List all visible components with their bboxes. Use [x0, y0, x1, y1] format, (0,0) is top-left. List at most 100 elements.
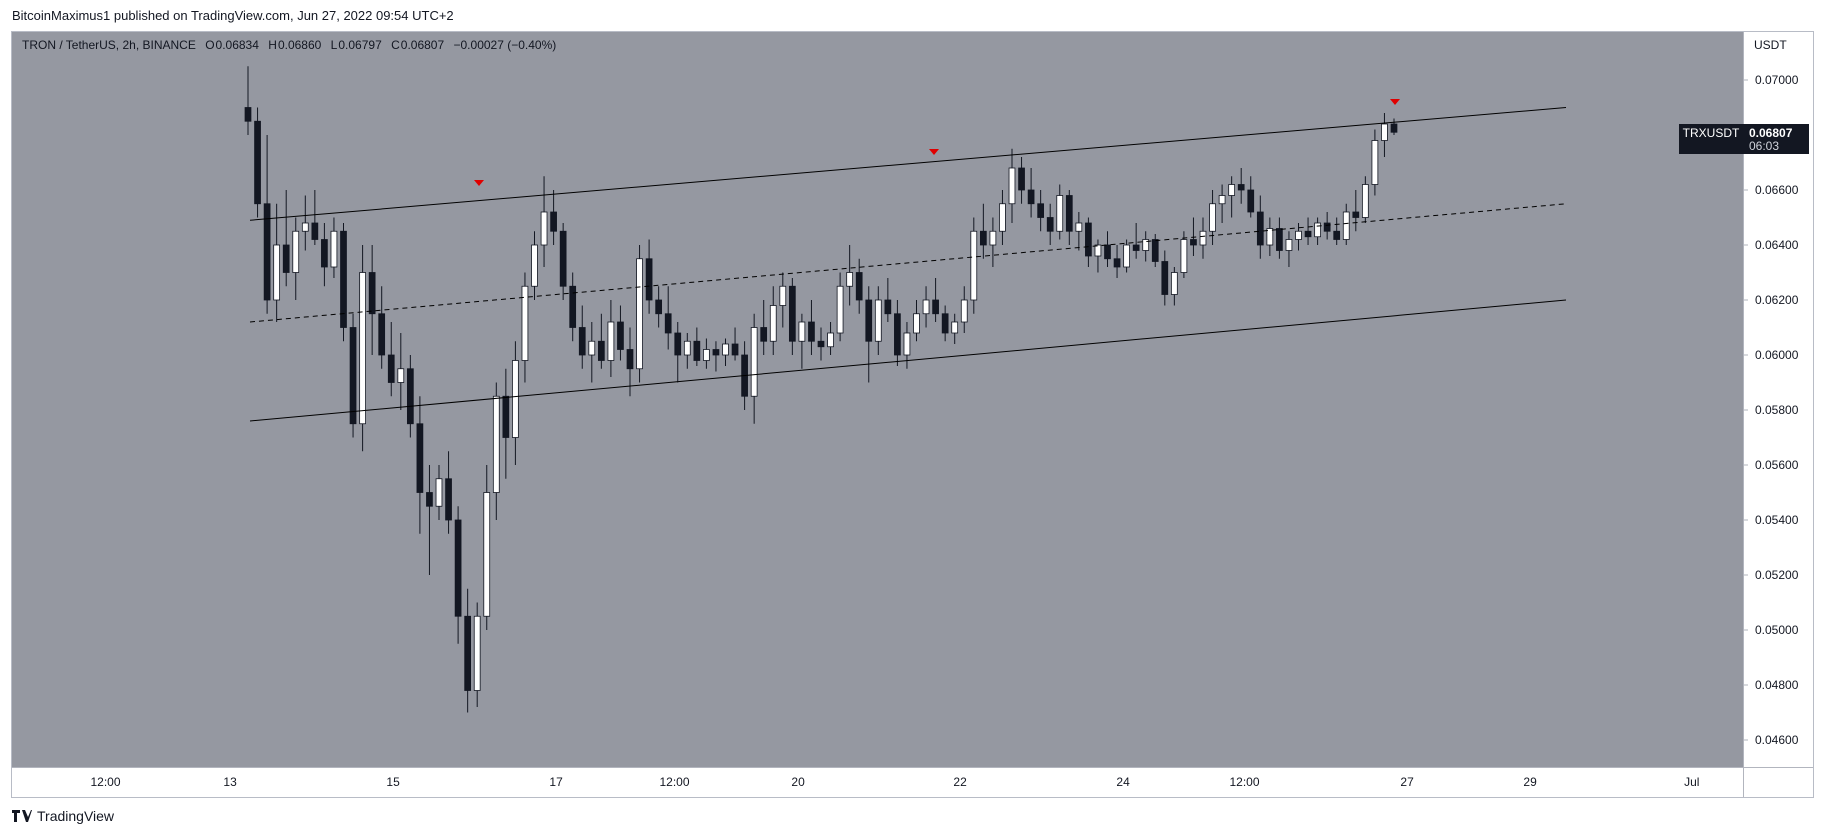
candle-up [1295, 230, 1302, 240]
time-tick-label: 12:00 [90, 775, 121, 789]
time-tick-label: 17 [549, 775, 563, 789]
candle-up [273, 244, 281, 301]
chart-pane[interactable] [12, 32, 1743, 767]
candle-up [1285, 239, 1293, 251]
candle-up [521, 285, 529, 361]
candle-up [492, 395, 500, 493]
candle-down [731, 343, 739, 356]
price-unit-label: USDT [1754, 38, 1787, 52]
candle-down [254, 120, 261, 205]
candle-down [321, 239, 328, 268]
time-tick-label: 24 [1116, 775, 1130, 789]
candle-down [1352, 211, 1360, 218]
price-tick-label: 0.05400 [1755, 513, 1799, 527]
price-tag-countdown: 06:03 [1749, 139, 1780, 153]
time-tick-label: 12:00 [1229, 775, 1260, 789]
candle-up [1123, 244, 1130, 268]
candle-up [827, 332, 834, 348]
candle-down [865, 299, 873, 342]
tradingview-footer[interactable]: TradingView [12, 808, 114, 828]
candle-down [368, 272, 376, 315]
candle-down [1390, 123, 1398, 133]
candle-down [1027, 189, 1035, 205]
low-value: 0.06797 [338, 38, 382, 52]
candle-up [531, 244, 538, 287]
candle-down [406, 368, 414, 425]
candle-down [569, 285, 577, 328]
price-tick-label: 0.06600 [1755, 183, 1799, 197]
time-tick-label: 13 [223, 775, 237, 789]
candle-up [512, 360, 519, 438]
candle-up [636, 258, 643, 370]
candle-down [1151, 239, 1159, 262]
candle-down [1113, 258, 1121, 268]
candle-up [1142, 239, 1150, 251]
time-tick-label: 22 [953, 775, 967, 789]
candle-down [884, 299, 892, 315]
candle-up [769, 305, 777, 342]
candle-down [1304, 230, 1312, 238]
candle-down [445, 478, 452, 521]
price-tick-label: 0.05800 [1755, 403, 1799, 417]
candle-up [1342, 211, 1350, 240]
candle-down [626, 349, 634, 370]
candle-down [244, 107, 252, 122]
candle-down [387, 354, 395, 383]
channel-lower-line [249, 299, 1567, 422]
open-value: 0.06834 [215, 38, 259, 52]
candle-up [846, 272, 854, 287]
candle-down [1037, 203, 1045, 218]
candle-up [1094, 244, 1102, 257]
candle-up [989, 230, 997, 246]
candle-down [664, 313, 672, 334]
candle-up [903, 332, 911, 356]
candle-down [808, 321, 815, 342]
price-axis[interactable] [1743, 32, 1813, 767]
candle-up [397, 368, 405, 383]
price-tick-label: 0.07000 [1755, 73, 1799, 87]
candle-down [655, 299, 663, 315]
candle-down [645, 258, 653, 301]
time-tick-label: 27 [1400, 775, 1414, 789]
candle-up [330, 230, 338, 268]
candle-down [578, 327, 586, 356]
candle-down [979, 230, 987, 246]
candle-down [932, 299, 939, 315]
candle-up [836, 285, 844, 334]
candle-down [550, 211, 557, 232]
candle-down [340, 230, 347, 328]
time-axis[interactable] [12, 767, 1743, 797]
price-tag-symbol: TRXUSDT [1679, 124, 1743, 154]
candle-down [263, 203, 271, 301]
candle-up [1209, 203, 1216, 232]
price-tick-label: 0.04800 [1755, 678, 1799, 692]
publish-line: BitcoinMaximus1 published on TradingView… [12, 8, 454, 23]
channel-middle-line [249, 203, 1567, 323]
axis-corner [1743, 767, 1813, 797]
channel-upper-line [249, 107, 1567, 221]
price-tick-label: 0.05600 [1755, 458, 1799, 472]
price-tick-label: 0.05000 [1755, 623, 1799, 637]
candle-down [788, 285, 796, 342]
candle-down [693, 340, 701, 361]
candle-down [1333, 230, 1341, 240]
candle-up [1228, 184, 1236, 196]
price-tick-label: 0.05200 [1755, 568, 1799, 582]
candle-down [559, 230, 567, 287]
candle-down [311, 222, 319, 240]
price-tag-price: 0.06807 [1749, 126, 1793, 140]
candle-up [483, 492, 491, 617]
candle-up [473, 615, 481, 691]
candle-up [301, 222, 309, 232]
candle-down [855, 272, 863, 301]
price-tick-label: 0.04600 [1755, 733, 1799, 747]
tradingview-brand: TradingView [37, 808, 115, 824]
time-tick-label: 15 [386, 775, 400, 789]
candle-down [1276, 228, 1283, 251]
close-value: 0.06807 [400, 38, 445, 52]
time-tick-label: 20 [791, 775, 805, 789]
candle-down [597, 340, 605, 361]
publish-bar: BitcoinMaximus1 published on TradingView… [0, 0, 1824, 32]
time-tick-label: 12:00 [659, 775, 690, 789]
candle-down [1247, 189, 1255, 213]
